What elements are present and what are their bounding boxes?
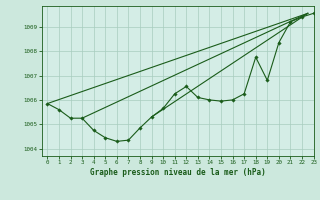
X-axis label: Graphe pression niveau de la mer (hPa): Graphe pression niveau de la mer (hPa) bbox=[90, 168, 266, 177]
